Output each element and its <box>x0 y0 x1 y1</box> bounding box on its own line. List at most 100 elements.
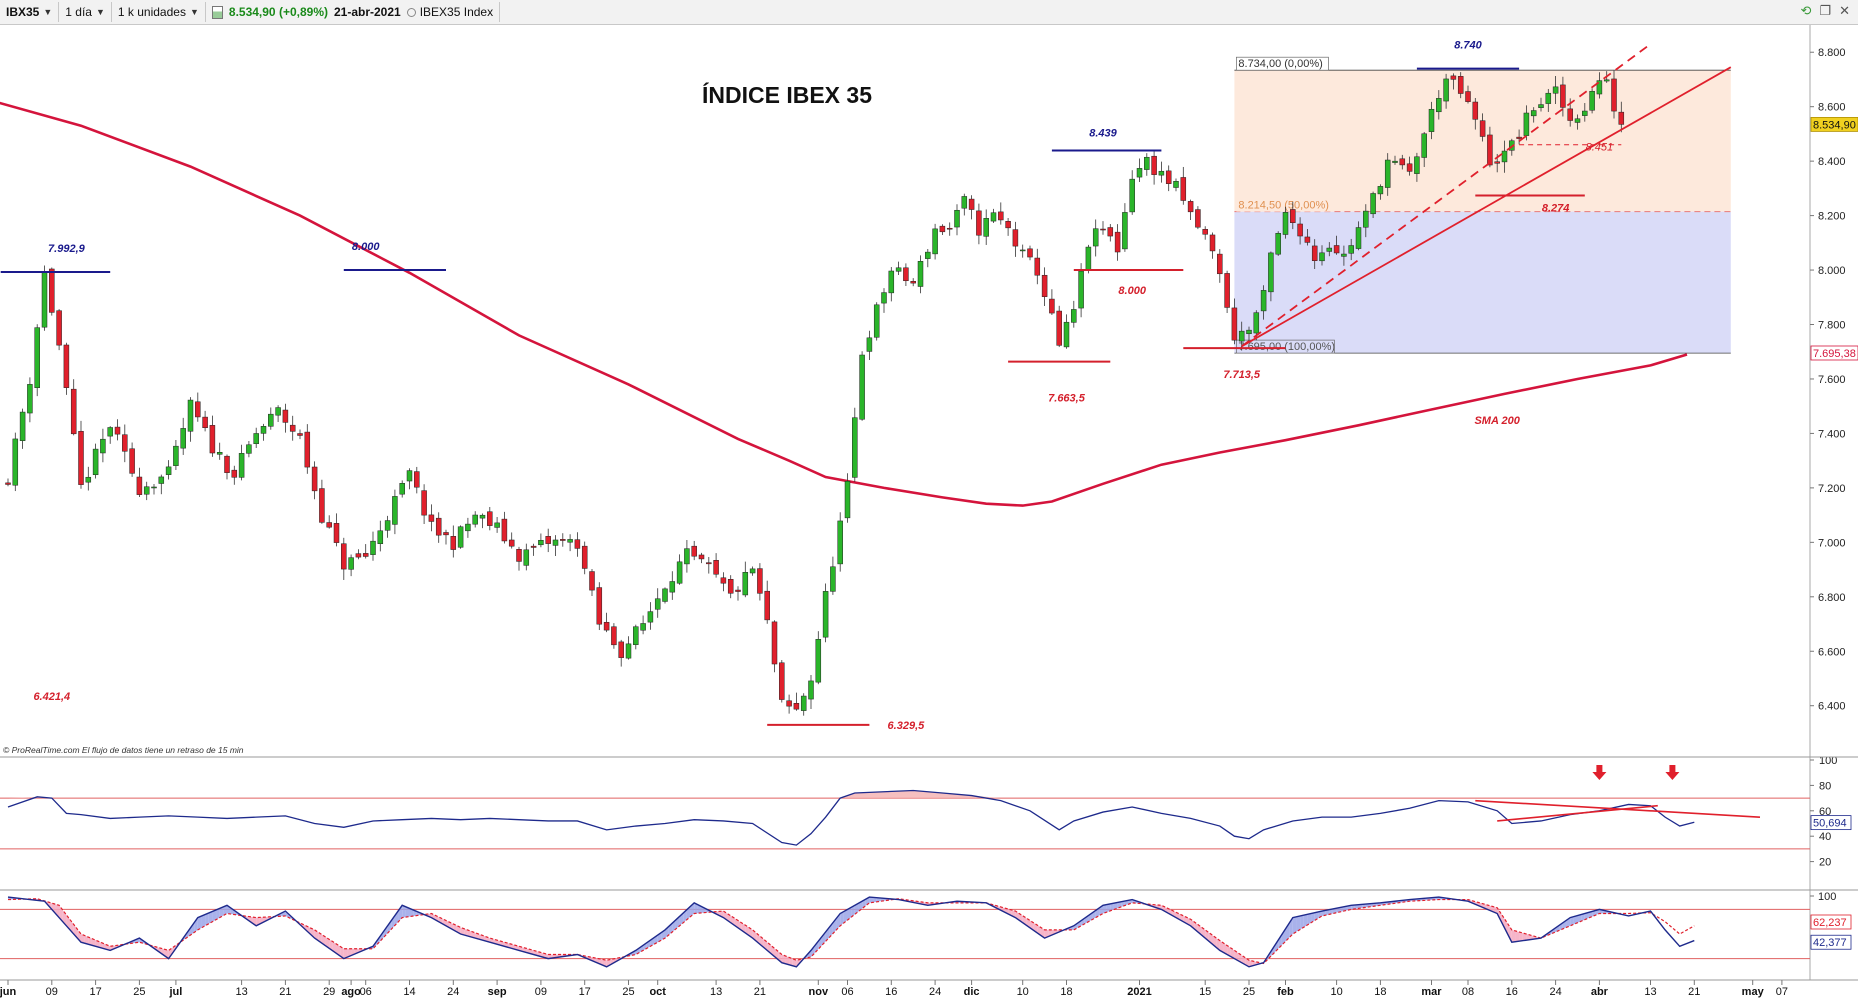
stoch-fill <box>785 955 790 965</box>
candle <box>822 583 829 643</box>
candle-body <box>421 490 427 516</box>
sync-icon[interactable]: ⟲ <box>1800 3 1812 18</box>
candle-body <box>472 514 478 525</box>
stoch-k-line <box>7 896 1695 968</box>
candle-body <box>238 453 245 478</box>
candle <box>742 561 749 598</box>
price-badge-label: 7.695,38 <box>1813 348 1856 360</box>
units-selector[interactable]: 1 k unidades ▼ <box>112 2 206 22</box>
candle-body <box>560 539 566 541</box>
candle <box>1618 101 1625 133</box>
candle-body <box>1049 298 1055 314</box>
annotation-label: 6.421,4 <box>33 691 70 703</box>
candle <box>136 467 143 498</box>
candle-body <box>603 621 610 631</box>
price-tick-label: 7.400 <box>1818 428 1846 440</box>
candle <box>414 466 420 494</box>
dropdown-caret-icon: ▼ <box>189 7 199 17</box>
candle-body <box>706 562 712 565</box>
candle <box>479 513 486 529</box>
candle <box>457 525 464 549</box>
stoch-fill <box>1351 904 1355 910</box>
candle-body <box>1275 233 1281 255</box>
candle <box>1217 249 1223 283</box>
price-change: (+0,89%) <box>278 5 328 19</box>
stoch-fill <box>431 913 436 920</box>
candle-body <box>92 448 99 476</box>
chart-canvas[interactable]: 8.734,00 (0,00%) 8.214,50 (50,00%) 7.695,0… <box>0 25 1858 1000</box>
candle <box>676 554 683 585</box>
candle <box>1173 178 1179 192</box>
candle-body <box>1523 112 1530 136</box>
candle-body <box>1392 160 1398 163</box>
price-tick-label: 7.200 <box>1818 483 1846 495</box>
candle <box>560 533 566 547</box>
interval-selector[interactable]: 1 día ▼ <box>59 2 112 22</box>
candle-body <box>1399 158 1406 166</box>
stoch-fill <box>1511 929 1516 943</box>
candle <box>158 474 165 495</box>
candle-body <box>78 431 84 485</box>
candle-body <box>399 483 405 495</box>
candle-body <box>1100 228 1106 231</box>
candle-body <box>662 588 668 602</box>
candle <box>735 586 741 601</box>
time-tick-label: mar <box>1421 986 1442 998</box>
candle-body <box>932 228 938 255</box>
candle <box>925 248 931 268</box>
candle <box>764 580 770 624</box>
stoch-value-label: 62,237 <box>1813 917 1847 929</box>
candle-body <box>56 310 62 346</box>
time-tick-label: 16 <box>1506 986 1518 998</box>
candle-body <box>100 438 106 454</box>
candle-body <box>1414 156 1420 174</box>
candle <box>567 534 573 552</box>
rsi-line <box>7 789 1695 846</box>
candle-body <box>713 560 719 575</box>
candle <box>684 539 690 573</box>
stoch-fill <box>467 930 472 938</box>
candle <box>1268 251 1274 302</box>
down-arrow-icon <box>1665 765 1680 780</box>
candle-body <box>1552 86 1559 94</box>
candle-body <box>1377 186 1384 195</box>
candle <box>1063 314 1070 349</box>
fib-label-box <box>1236 198 1335 212</box>
candle-body <box>341 543 347 570</box>
stoch-fill <box>91 938 96 947</box>
candle-body <box>231 469 238 478</box>
candle-body <box>1472 101 1479 120</box>
candle <box>808 675 814 710</box>
level-label: 8.439 <box>1089 128 1117 140</box>
candle-body <box>122 434 128 452</box>
candle <box>720 572 727 592</box>
candle-body <box>1063 321 1070 348</box>
restore-window-icon[interactable]: ❐ <box>1819 3 1832 18</box>
stoch-fill <box>1354 904 1359 909</box>
candle-body <box>1567 108 1573 121</box>
close-icon[interactable]: ✕ <box>1839 3 1850 18</box>
candle <box>268 407 274 430</box>
stoch-fill <box>51 903 56 914</box>
symbol-selector[interactable]: IBX35 ▼ <box>0 2 60 22</box>
level-label: 6.329,5 <box>888 720 926 732</box>
candle <box>647 602 654 630</box>
candle <box>5 478 11 487</box>
price-tick-label: 7.000 <box>1818 537 1846 549</box>
level-label: 7.992,9 <box>48 243 86 255</box>
stoch-fill <box>1332 908 1337 914</box>
candle-body <box>640 623 646 631</box>
candle <box>1377 184 1384 200</box>
candle <box>85 466 92 491</box>
candle <box>968 195 975 220</box>
time-tick-label: 21 <box>754 986 766 998</box>
stoch-fill <box>1573 915 1578 925</box>
annotation-label: 8.451 <box>1586 141 1614 153</box>
stoch-fill <box>194 917 198 933</box>
candle-body <box>1406 163 1413 172</box>
candle-body <box>808 680 814 700</box>
candle-body <box>589 571 595 591</box>
candle-body <box>326 522 332 528</box>
candle <box>70 379 77 436</box>
fib-lower-zone <box>1234 211 1731 354</box>
